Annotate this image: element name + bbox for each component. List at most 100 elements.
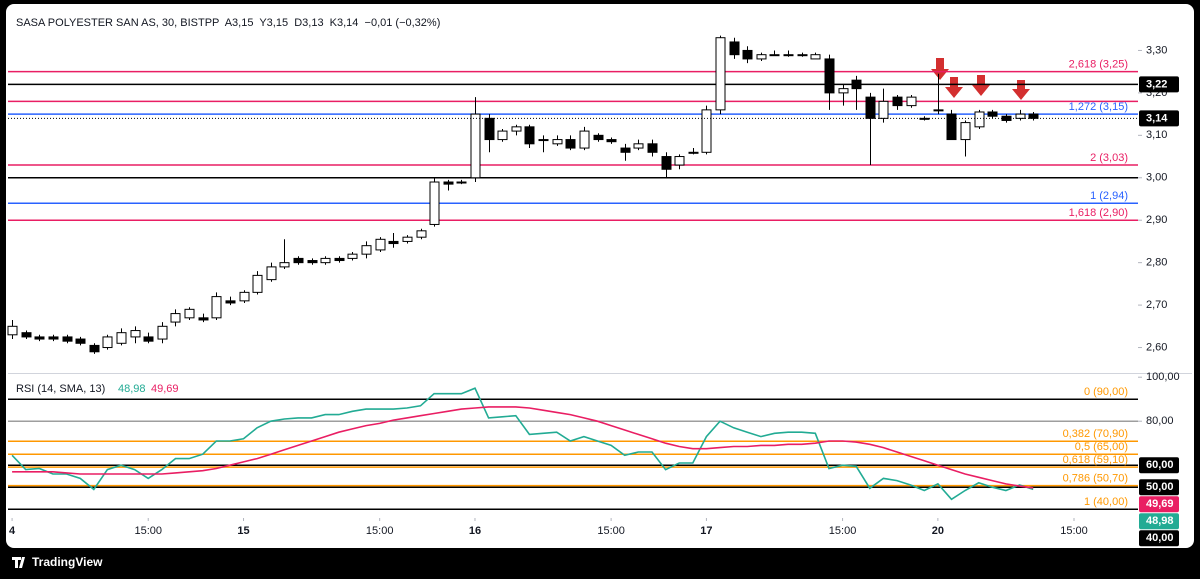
candle-body: [565, 139, 576, 149]
candle-body: [946, 113, 957, 141]
arrow: [931, 58, 949, 80]
arrows: [931, 58, 1030, 100]
candle-body: [266, 266, 277, 281]
candle-body: [892, 96, 903, 107]
candle-body: [960, 122, 971, 141]
candle-body: [443, 181, 454, 185]
fib-label: 2,618 (3,25): [1069, 59, 1128, 71]
candle-body: [334, 257, 345, 262]
fib-label: 0 (90,00): [1084, 386, 1128, 398]
axis-label: 49,69: [1146, 498, 1174, 510]
candle-body: [416, 230, 427, 238]
candle-body: [34, 336, 45, 340]
candle-body: [538, 139, 549, 142]
fib-label: 2 (3,03): [1090, 152, 1128, 164]
arrow: [1012, 80, 1030, 100]
candle-body: [429, 181, 440, 225]
candle-body: [456, 181, 467, 184]
candle-body: [511, 126, 522, 132]
fib-label: 1 (40,00): [1084, 496, 1128, 508]
axis-label-box: [1139, 513, 1179, 530]
candle-body: [933, 109, 944, 112]
x-tick-label: 15:00: [1060, 525, 1088, 537]
axis-label: 40,00: [1146, 532, 1174, 544]
candle-body: [361, 245, 372, 255]
y-tick-label: 100,00: [1146, 371, 1180, 383]
candle-body: [48, 336, 59, 340]
legend-value: 48,98: [118, 383, 146, 395]
candle-body: [1015, 113, 1026, 119]
candle-body: [130, 330, 141, 338]
candle-body: [170, 313, 181, 323]
candle-body: [184, 308, 195, 319]
candle-body: [606, 139, 617, 143]
candle-body: [116, 332, 127, 344]
legend-value: 49,69: [151, 383, 179, 395]
y-tick-label: 80,00: [1146, 415, 1174, 427]
candle-body: [552, 139, 563, 145]
rsi-line: [11, 387, 1034, 501]
candle-body: [729, 41, 740, 56]
chart-title: SASA POLYESTER SAN AS, 30, BISTPP A3,15 …: [16, 17, 440, 29]
rsi-line: [12, 406, 1034, 489]
candle-body: [579, 130, 590, 149]
x-tick-label: 16: [469, 525, 481, 537]
candle-body: [824, 58, 835, 94]
candle-body: [851, 79, 862, 90]
candle-body: [769, 54, 780, 57]
arrow: [972, 75, 990, 96]
axis-label-box: [1139, 76, 1179, 93]
candle-body: [225, 300, 236, 304]
x-tick-label: 15:00: [597, 525, 625, 537]
candle-body: [797, 54, 808, 57]
axis-label-box: [1139, 457, 1179, 474]
candle-body: [157, 325, 168, 340]
candle-body: [211, 296, 222, 319]
candle-body: [715, 37, 726, 111]
axis-label-box: [1139, 496, 1179, 513]
candle-body: [756, 54, 767, 60]
candle-body: [143, 336, 154, 342]
candle-body: [1001, 115, 1012, 121]
candle-body: [388, 240, 399, 245]
fib-label: 0,618 (59,10): [1063, 454, 1128, 466]
y-tick-label: 3,10: [1146, 129, 1167, 141]
candle-body: [838, 88, 849, 94]
candle-body: [89, 344, 100, 353]
candle-body: [620, 147, 631, 153]
y-tick-label: 2,90: [1146, 214, 1167, 226]
rsi-title: RSI (14, SMA, 13): [16, 383, 105, 395]
candle-body: [62, 336, 73, 342]
fib-label: 1,272 (3,15): [1069, 101, 1128, 113]
candle-body: [688, 151, 699, 154]
candle-body: [7, 325, 18, 336]
axis-label-box: [1139, 479, 1179, 496]
candle-body: [470, 113, 481, 179]
candle-body: [865, 96, 876, 119]
candle-body: [810, 54, 821, 60]
candle-body: [75, 338, 86, 344]
fib-label: 1,618 (2,90): [1069, 207, 1128, 219]
x-tick-label: 15:00: [134, 525, 162, 537]
candle-body: [21, 332, 32, 338]
axis-label-box: [1139, 110, 1179, 127]
fib-label: 0,5 (65,00): [1075, 441, 1128, 453]
candle-body: [987, 111, 998, 117]
candle-body: [661, 156, 672, 170]
candle-body: [320, 257, 331, 264]
candle-body: [375, 238, 386, 251]
candle-body: [252, 274, 263, 293]
x-tick-label: 15:00: [366, 525, 394, 537]
candle-body: [783, 54, 794, 57]
axis-label-box: [1139, 530, 1179, 547]
x-tick-label: 17: [700, 525, 712, 537]
x-tick-label: 15: [237, 525, 249, 537]
candle-body: [102, 336, 113, 349]
candle-body: [647, 143, 658, 153]
y-tick-label: 2,70: [1146, 299, 1167, 311]
axis-label: 3,22: [1146, 78, 1167, 90]
x-tick-label: 20: [932, 525, 944, 537]
axis-label: 60,00: [1146, 459, 1174, 471]
